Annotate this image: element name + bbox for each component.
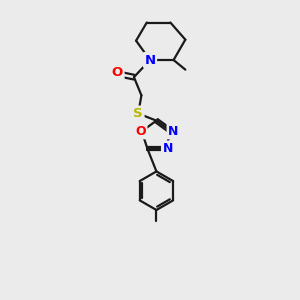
Text: N: N	[163, 142, 173, 155]
Text: N: N	[168, 125, 178, 138]
Text: O: O	[112, 66, 123, 80]
Text: S: S	[134, 107, 143, 120]
Text: O: O	[135, 125, 146, 138]
Text: N: N	[144, 53, 156, 67]
